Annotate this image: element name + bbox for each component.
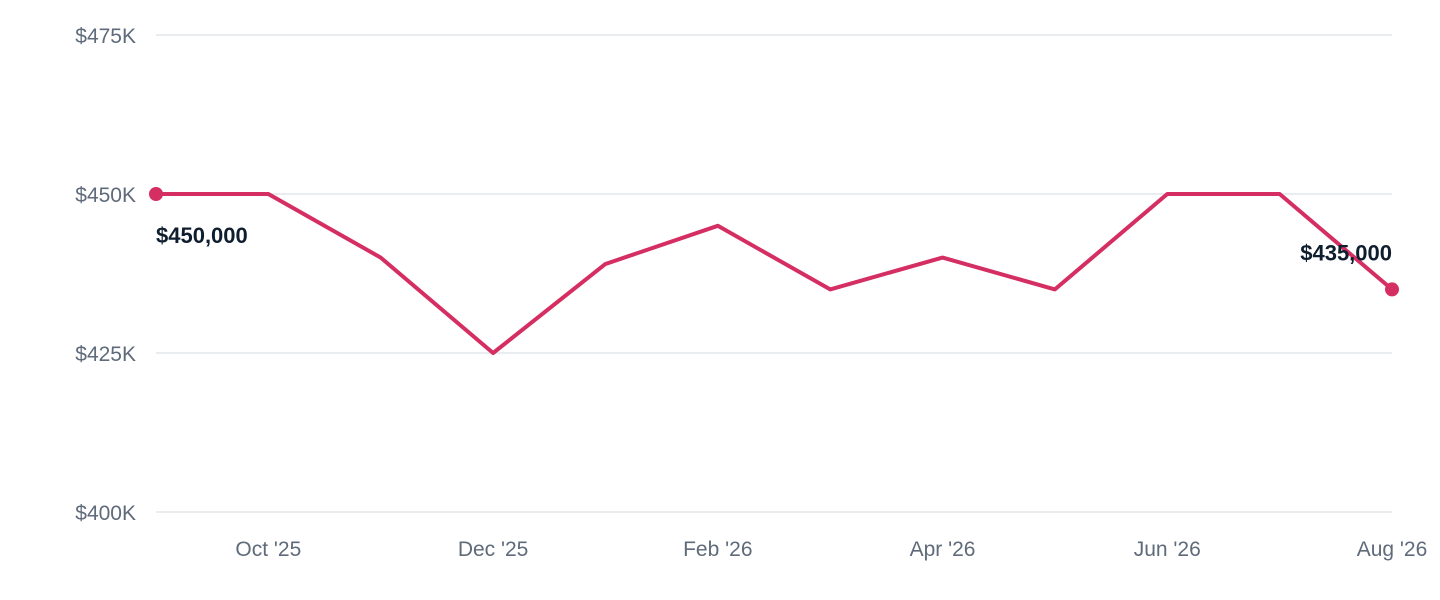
- y-tick-label: $450K: [75, 184, 136, 207]
- data-label: $435,000: [1300, 240, 1392, 265]
- y-axis-ticks: $475K $450K $425K $400K: [75, 25, 136, 525]
- grid-layer: [156, 34, 1392, 513]
- y-tick-label: $475K: [75, 25, 136, 48]
- data-label: $450,000: [156, 223, 248, 248]
- x-axis-ticks: Oct '25 Dec '25 Feb '26 Apr '26 Jun '26 Aug '…: [235, 538, 1427, 561]
- x-tick-label: Oct '25: [235, 538, 301, 561]
- data-labels: $450,000 $435,000: [156, 223, 1392, 265]
- x-tick-label: Jun '26: [1134, 538, 1201, 561]
- series-line: [154, 192, 1394, 355]
- x-tick-label: Dec '25: [458, 538, 529, 561]
- x-tick-label: Apr '26: [910, 538, 976, 561]
- y-tick-label: $400K: [75, 502, 136, 525]
- y-tick-label: $425K: [75, 343, 136, 366]
- endpoint-marker: [1385, 282, 1399, 297]
- endpoint-marker: [149, 187, 163, 201]
- x-tick-label: Feb '26: [683, 538, 752, 561]
- series-layer: [149, 187, 1399, 355]
- x-tick-label: Aug '26: [1357, 538, 1428, 561]
